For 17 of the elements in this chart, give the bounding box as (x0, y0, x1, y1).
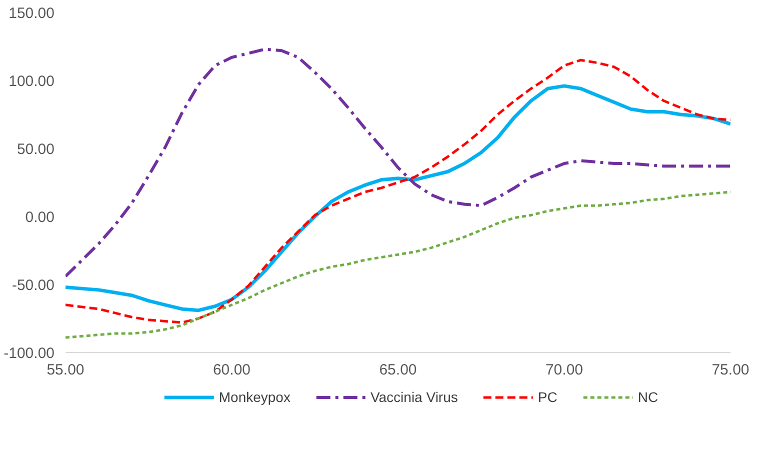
legend-label: PC (538, 389, 558, 405)
y-tick-label: -100.00 (4, 345, 54, 362)
line-series (66, 48, 730, 278)
y-tick-label: 50.00 (16, 141, 55, 158)
line-series (66, 190, 730, 339)
y-tick-label: 150.00 (8, 5, 55, 22)
y-tick-label: 0.00 (25, 209, 55, 226)
x-tick-label: 75.00 (712, 362, 750, 378)
y-tick-label: -50.00 (12, 277, 55, 294)
x-tick-label: 60.00 (212, 362, 251, 378)
x-tick-label: 70.00 (545, 362, 584, 378)
x-tick-label: 55.00 (46, 362, 84, 378)
legend-label: Vaccinia Virus (370, 389, 458, 405)
legend-label: Monkeypox (218, 389, 290, 405)
y-tick-label: 100.00 (8, 73, 55, 90)
x-tick-label: 65.00 (379, 362, 417, 378)
legend-label: NC (638, 389, 658, 405)
